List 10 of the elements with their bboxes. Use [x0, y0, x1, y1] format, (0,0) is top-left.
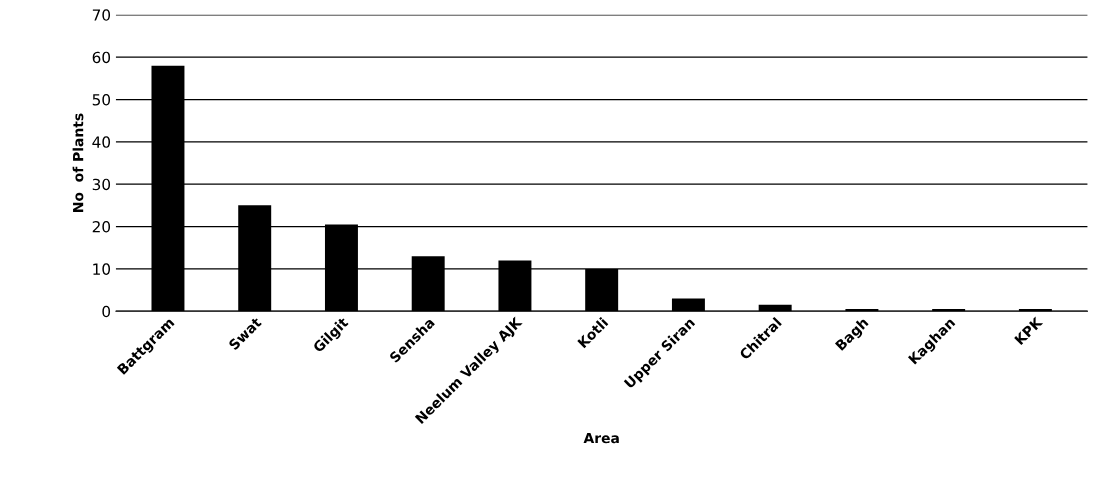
y-tick-label: 60	[92, 51, 111, 64]
y-tick-label: 30	[92, 178, 111, 191]
y-tick-label: 10	[93, 263, 111, 275]
y-tick-label: 0	[102, 305, 111, 318]
y-tick-label: 50	[92, 93, 111, 106]
y-tick-label: 40	[92, 136, 111, 148]
x-axis-title: Area	[583, 432, 619, 444]
y-tick-label: 70	[92, 9, 111, 21]
y-axis-title: No of Plants	[72, 113, 84, 212]
y-tick-label: 20	[92, 221, 111, 233]
